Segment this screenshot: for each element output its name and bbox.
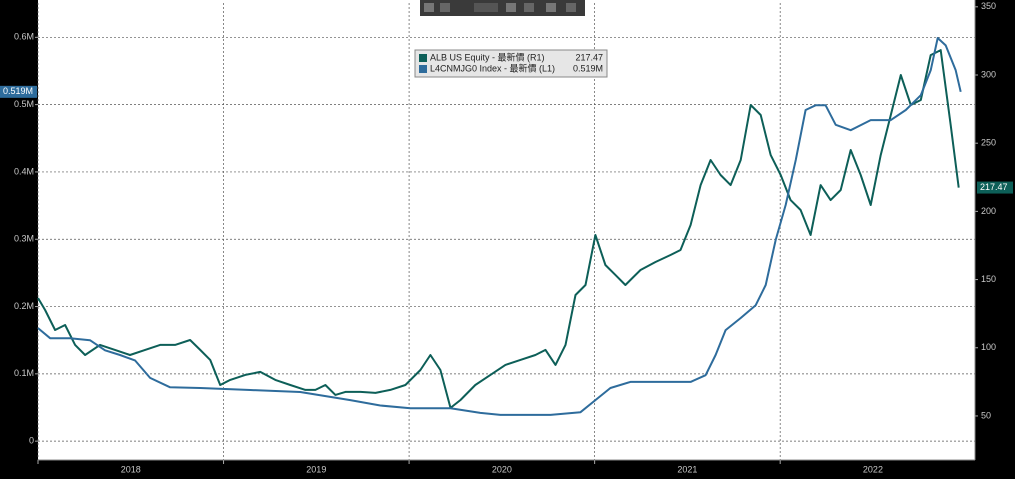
- last-value-label: 0.519M: [3, 86, 33, 96]
- legend: ALB US Equity - 最新價 (R1) 217.47 L4CNMJG0 I…: [414, 49, 608, 78]
- x-tick-label: 2018: [121, 464, 141, 474]
- series-line: [37, 49, 960, 409]
- y2-tick-label: 150: [981, 274, 996, 284]
- x-tick-label: 2022: [863, 464, 883, 474]
- y-tick-label: 0: [29, 436, 34, 446]
- legend-box: [414, 49, 608, 78]
- tool-button[interactable]: [474, 3, 498, 12]
- legend-label: L4CNMJG0 Index - 最新價 (L1): [430, 62, 555, 73]
- toolbar-bg: [420, 0, 585, 16]
- x-tick-label: 2020: [492, 464, 512, 474]
- legend-value: 217.47: [575, 52, 603, 62]
- y2-tick-label: 300: [981, 69, 996, 79]
- y2-tick-label: 200: [981, 206, 996, 216]
- tool-button[interactable]: [566, 3, 576, 12]
- legend-swatch: [419, 54, 427, 62]
- y-tick-label: 0.6M: [14, 32, 34, 42]
- y-tick-label: 0.3M: [14, 234, 34, 244]
- y-tick-label: 0.5M: [14, 99, 34, 109]
- series-line: [37, 37, 962, 416]
- x-tick-label: 2021: [677, 464, 697, 474]
- tool-button[interactable]: [546, 3, 556, 12]
- axes: 0 0.1M 0.2M 0.3M 0.4M 0.5M 0.6M 50 100 150 200 250 3…: [14, 0, 996, 474]
- y2-tick-label: 100: [981, 342, 996, 352]
- y2-tick-label: 250: [981, 138, 996, 148]
- y2-tick-label: 50: [981, 410, 991, 420]
- toolbar: [420, 0, 585, 16]
- legend-swatch: [419, 65, 427, 73]
- last-value-label: 217.47: [980, 182, 1008, 192]
- lines: [37, 37, 962, 416]
- legend-value: 0.519M: [573, 63, 603, 73]
- last-value-tag: [0, 85, 37, 98]
- x-tick-label: 2019: [306, 464, 326, 474]
- tool-button[interactable]: [506, 3, 516, 12]
- tool-button[interactable]: [424, 3, 434, 12]
- y-tick-label: 0.2M: [14, 301, 34, 311]
- y-tick-label: 0.1M: [14, 368, 34, 378]
- y2-tick-label: 350: [981, 1, 996, 11]
- y-tick-label: 0.4M: [14, 166, 34, 176]
- legend-label: ALB US Equity - 最新價 (R1): [430, 51, 545, 62]
- tool-button[interactable]: [524, 3, 534, 12]
- tags: 217.47 0.519M: [0, 85, 1013, 194]
- tool-button[interactable]: [440, 3, 450, 12]
- last-value-tag: [977, 181, 1013, 194]
